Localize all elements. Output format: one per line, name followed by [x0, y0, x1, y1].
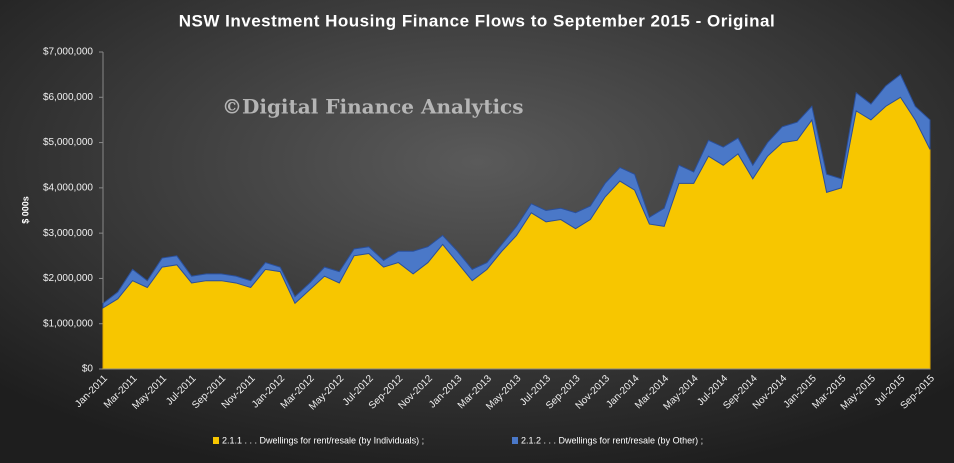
y-tick-label: $2,000,000 — [43, 273, 93, 284]
legend-swatch — [213, 437, 219, 444]
y-tick-label: $4,000,000 — [43, 182, 93, 193]
legend-label: 2.1.2 . . . Dwellings for rent/resale (b… — [521, 435, 703, 445]
y-axis-label: $ 000s — [20, 196, 30, 224]
y-tick-label: $5,000,000 — [43, 137, 93, 148]
legend-swatch — [512, 437, 518, 444]
area — [102, 73, 931, 309]
y-tick-label: $7,000,000 — [43, 47, 93, 58]
y-tick-label: $6,000,000 — [43, 92, 93, 103]
legend-label: 2.1.1 . . . Dwellings for rent/resale (b… — [222, 435, 424, 445]
y-tick-label: $1,000,000 — [43, 318, 93, 329]
legend: 2.1.1 . . . Dwellings for rent/resale (b… — [213, 435, 703, 445]
y-tick-label: $3,000,000 — [43, 228, 93, 239]
watermark: ©Digital Finance Analytics — [222, 95, 524, 119]
chart-title: NSW Investment Housing Finance Flows to … — [179, 11, 775, 30]
y-tick-label: $0 — [82, 364, 94, 375]
